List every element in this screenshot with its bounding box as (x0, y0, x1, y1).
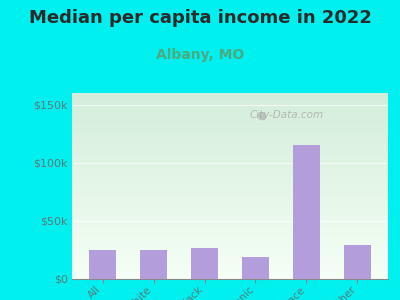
Bar (344, 245, 371, 279)
Bar (89, 250, 116, 279)
Bar (140, 250, 167, 279)
Text: City-Data.com: City-Data.com (250, 110, 324, 120)
Text: Median per capita income in 2022: Median per capita income in 2022 (28, 9, 372, 27)
Bar (293, 145, 320, 279)
Bar (242, 257, 269, 279)
Bar (191, 248, 218, 279)
Text: ●: ● (257, 110, 266, 120)
Text: Albany, MO: Albany, MO (156, 48, 244, 62)
